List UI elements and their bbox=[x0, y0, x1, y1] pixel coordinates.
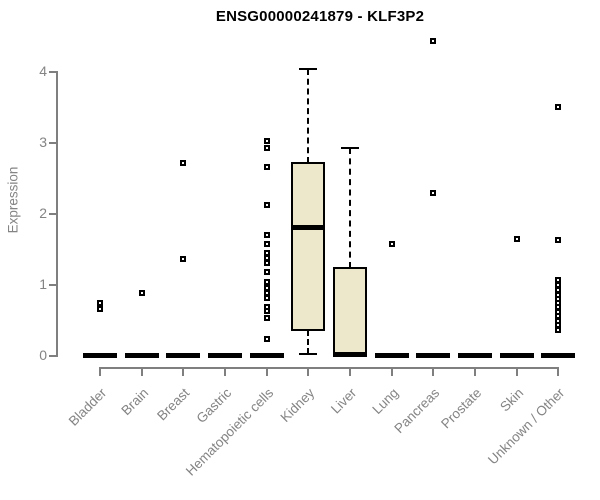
x-tick-skin bbox=[515, 367, 518, 376]
outlier-hematopoietic-cells-3 bbox=[263, 202, 270, 209]
outlier-unknown-other-13 bbox=[555, 327, 562, 334]
outlier-bladder-0 bbox=[97, 300, 103, 307]
x-axis-line bbox=[99, 367, 560, 369]
outlier-hematopoietic-cells-16 bbox=[263, 315, 270, 322]
x-tick-brain bbox=[140, 367, 143, 376]
y-axis-title: Expression bbox=[5, 166, 21, 234]
zero-bar-lung bbox=[374, 353, 409, 358]
outlier-hematopoietic-cells-0 bbox=[263, 137, 270, 144]
outlier-breast-0 bbox=[180, 160, 187, 167]
y-tick-label-4: 4 bbox=[39, 63, 47, 79]
x-tick-prostate bbox=[473, 367, 476, 376]
outlier-brain-0 bbox=[138, 289, 145, 296]
outlier-hematopoietic-cells-13 bbox=[263, 295, 270, 302]
outlier-hematopoietic-cells-17 bbox=[263, 335, 270, 342]
outlier-hematopoietic-cells-9 bbox=[263, 268, 270, 275]
chart-title: ENSG00000241879 - KLF3P2 bbox=[215, 8, 425, 25]
staple-upper-kidney bbox=[299, 67, 318, 70]
outlier-hematopoietic-cells-1 bbox=[263, 144, 270, 151]
y-tick-label-3: 3 bbox=[39, 134, 47, 150]
zero-bar-hematopoietic-cells bbox=[249, 353, 284, 358]
y-tick-label-0: 0 bbox=[39, 347, 47, 363]
y-tick-label-2: 2 bbox=[39, 205, 47, 221]
outlier-hematopoietic-cells-5 bbox=[263, 240, 270, 247]
x-tick-breast bbox=[182, 367, 185, 376]
outlier-hematopoietic-cells-11 bbox=[263, 284, 270, 291]
x-tick-lung bbox=[390, 367, 393, 376]
staple-upper-liver bbox=[340, 146, 359, 149]
outlier-pancreas-0 bbox=[430, 38, 437, 45]
box-liver bbox=[332, 266, 367, 356]
zero-bar-pancreas bbox=[416, 353, 451, 358]
x-tick-unknown-other bbox=[557, 367, 560, 376]
outlier-hematopoietic-cells-8 bbox=[263, 260, 270, 267]
zero-bar-breast bbox=[166, 353, 201, 358]
y-tick-2 bbox=[49, 213, 56, 215]
zero-bar-skin bbox=[499, 353, 534, 358]
y-tick-1 bbox=[49, 284, 56, 286]
outlier-hematopoietic-cells-2 bbox=[263, 163, 270, 170]
zero-bar-bladder bbox=[83, 353, 117, 358]
median-liver bbox=[332, 351, 367, 357]
outlier-skin-0 bbox=[513, 235, 520, 242]
outlier-unknown-other-1 bbox=[555, 236, 562, 243]
median-kidney bbox=[291, 225, 326, 231]
outlier-hematopoietic-cells-15 bbox=[263, 307, 270, 314]
whisker-upper-kidney bbox=[307, 68, 310, 164]
box-kidney bbox=[291, 162, 326, 332]
zero-bar-gastric bbox=[207, 353, 242, 358]
whisker-lower-kidney bbox=[307, 330, 310, 355]
x-tick-kidney bbox=[307, 367, 310, 376]
zero-bar-brain bbox=[124, 353, 159, 358]
zero-bar-prostate bbox=[457, 353, 492, 358]
staple-lower-kidney bbox=[299, 353, 318, 356]
whisker-upper-liver bbox=[348, 147, 351, 268]
outlier-hematopoietic-cells-10 bbox=[263, 278, 270, 285]
x-tick-liver bbox=[348, 367, 351, 376]
outlier-lung-0 bbox=[388, 241, 395, 248]
y-axis-line bbox=[56, 71, 58, 357]
outlier-pancreas-1 bbox=[430, 190, 437, 197]
y-tick-4 bbox=[49, 71, 56, 73]
outlier-breast-1 bbox=[180, 256, 187, 263]
y-tick-3 bbox=[49, 142, 56, 144]
outlier-unknown-other-0 bbox=[555, 103, 562, 110]
zero-bar-unknown-other bbox=[541, 353, 576, 358]
x-tick-hematopoietic-cells bbox=[265, 367, 268, 376]
outlier-bladder-1 bbox=[97, 305, 103, 312]
y-tick-label-1: 1 bbox=[39, 276, 47, 292]
y-tick-0 bbox=[49, 355, 56, 357]
x-tick-bladder bbox=[99, 367, 101, 376]
x-tick-pancreas bbox=[432, 367, 435, 376]
x-tick-gastric bbox=[223, 367, 226, 376]
outlier-hematopoietic-cells-4 bbox=[263, 232, 270, 238]
